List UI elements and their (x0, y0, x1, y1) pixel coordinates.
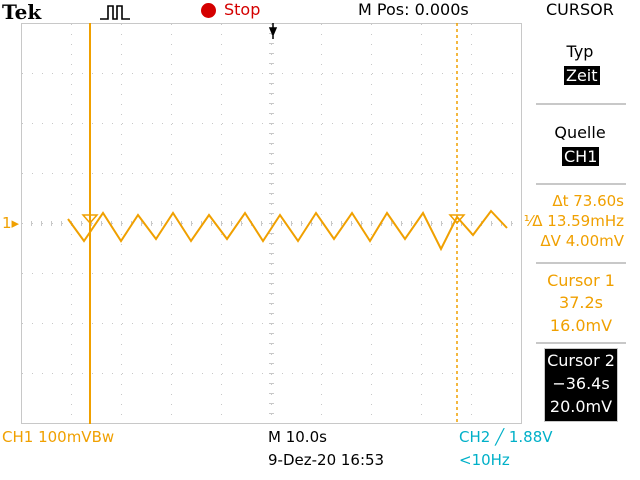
menu-divider (536, 262, 626, 264)
cursor-1-label[interactable]: Cursor 1 (547, 271, 615, 290)
graticule-grid (21, 23, 522, 424)
cursor-2-marker (448, 214, 466, 225)
delta-icon: ΔV (540, 232, 566, 250)
inverse-delta-t-readout: ¹⁄Δ 13.59mHz (524, 211, 624, 231)
type-label: Typ (566, 42, 594, 61)
brand-logo: Tek (2, 0, 42, 24)
cursor-2-time: −36.4s (552, 374, 610, 393)
menu-divider (536, 183, 626, 185)
delta-v-value: 4.00mV (565, 232, 624, 250)
oscilloscope-graticule[interactable] (21, 23, 523, 425)
menu-title: CURSOR (546, 0, 614, 19)
delta-t-value: 73.60s (573, 192, 624, 210)
delta-icon: Δt (552, 192, 574, 210)
inverse-delta-icon: ¹⁄Δ (523, 212, 548, 230)
cursor-2-voltage: 20.0mV (549, 397, 613, 416)
date-time: 9-Dez-20 16:53 (268, 451, 385, 469)
graticule-border (21, 23, 522, 424)
type-button[interactable]: Zeit (564, 66, 600, 85)
delta-t-readout: Δt 73.60s (552, 191, 624, 211)
horizontal-position: M Pos: 0.000s (358, 0, 469, 19)
source-value: CH1 (562, 147, 600, 166)
menu-divider (536, 103, 626, 105)
ch1-marker-arrow-icon: ▸ (11, 214, 20, 232)
cursor-1-voltage: 16.0mV (549, 316, 613, 335)
ch1-scale: CH1 100mVBw (2, 428, 115, 446)
trigger-position-marker (268, 23, 278, 39)
type-value: Zeit (564, 66, 600, 85)
trigger-frequency: <10Hz (459, 451, 510, 469)
inverse-delta-t-value: 13.59mHz (547, 212, 624, 230)
timebase: M 10.0s (268, 428, 327, 446)
run-state-label: Stop (224, 0, 261, 19)
source-label: Quelle (554, 123, 606, 142)
delta-v-readout: ΔV 4.00mV (540, 231, 624, 251)
cursor-1-time: 37.2s (559, 293, 603, 312)
ch1-ground-marker[interactable]: 1▸ (2, 214, 19, 232)
ch1-marker-label: 1 (2, 214, 12, 232)
cursor-2-panel[interactable]: Cursor 2 −36.4s 20.0mV (544, 348, 618, 422)
cursor-1-marker (81, 214, 99, 225)
stop-indicator-icon (201, 3, 216, 18)
trigger-pulse-icon (100, 5, 130, 20)
menu-divider (536, 342, 626, 344)
cursor-2-label: Cursor 2 (547, 351, 615, 370)
trigger-readout: CH2 ╱ 1.88V (459, 428, 553, 446)
source-button[interactable]: CH1 (562, 147, 600, 166)
ch1-waveform (67, 209, 508, 252)
